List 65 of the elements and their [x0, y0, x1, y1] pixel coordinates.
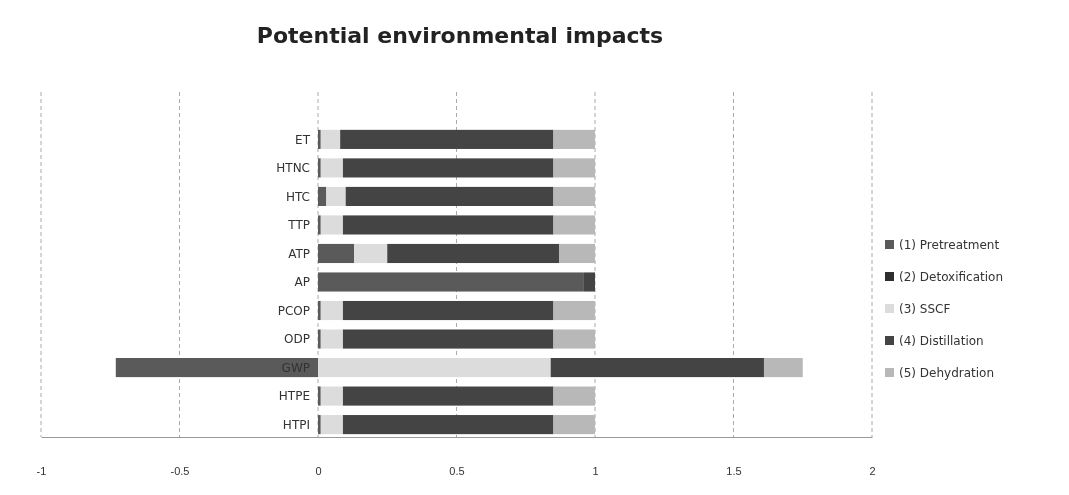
bar [345, 186, 554, 206]
bar [318, 272, 584, 292]
legend-label: (1) Pretreatment [899, 238, 1000, 253]
bar [342, 386, 554, 406]
bar [553, 415, 595, 435]
bar [342, 215, 554, 235]
bar [320, 300, 343, 321]
y-tick-label: ATP [288, 246, 310, 261]
bar [320, 329, 343, 349]
x-tick-label: -0.5 [170, 464, 190, 477]
y-tick-label: HTC [285, 189, 310, 204]
bar [318, 386, 321, 406]
bar [320, 215, 343, 235]
bar [318, 415, 321, 435]
bar [318, 129, 321, 149]
y-tick-label: HTNC [276, 161, 310, 176]
x-tick-label: 0 [315, 464, 322, 477]
x-tick-label: 2 [869, 464, 876, 477]
y-tick-label: HTPE [278, 389, 310, 404]
bar [553, 215, 595, 235]
legend-label: (4) Distillation [899, 334, 984, 349]
bar [318, 158, 321, 178]
bar [115, 358, 318, 378]
legend-label: (3) SSCF [899, 302, 951, 317]
bar [342, 158, 554, 178]
bar [553, 186, 595, 206]
bar [320, 129, 341, 149]
bar [342, 329, 554, 349]
y-tick-label: ODP [284, 332, 310, 347]
x-tick-label: 0.5 [449, 464, 465, 477]
bar [318, 186, 327, 206]
bar [320, 386, 343, 406]
y-tick-label: TTP [287, 218, 310, 233]
bar [342, 415, 554, 435]
bar [553, 129, 595, 149]
legend-label: (5) Dehydration [899, 366, 995, 381]
bar [553, 329, 595, 349]
bar [553, 158, 595, 178]
bar [763, 358, 803, 378]
chart-title: Potential environmental impacts [256, 23, 664, 48]
bar [318, 215, 321, 235]
x-tick-label: 1 [592, 464, 599, 477]
y-tick-label: PCOP [277, 303, 310, 318]
y-tick-label: AP [294, 275, 310, 290]
bar [583, 272, 595, 292]
bar [318, 358, 551, 378]
bar [553, 300, 595, 321]
x-tick-label: -1 [36, 464, 47, 477]
bar [320, 415, 343, 435]
y-tick-label: ET [295, 132, 311, 147]
y-tick-label: HTPI [282, 417, 310, 432]
legend-label: (2) Detoxification [899, 270, 1004, 285]
bar [550, 358, 764, 378]
bar [318, 329, 321, 349]
bar [318, 300, 321, 321]
bar [387, 243, 559, 264]
bar [342, 300, 554, 321]
bar [326, 186, 346, 206]
bar [558, 243, 595, 264]
x-tick-label: 1.5 [726, 464, 742, 477]
bar [320, 158, 343, 178]
bar [553, 386, 595, 406]
bar [340, 129, 554, 149]
bar [318, 243, 355, 264]
bar [354, 243, 388, 264]
